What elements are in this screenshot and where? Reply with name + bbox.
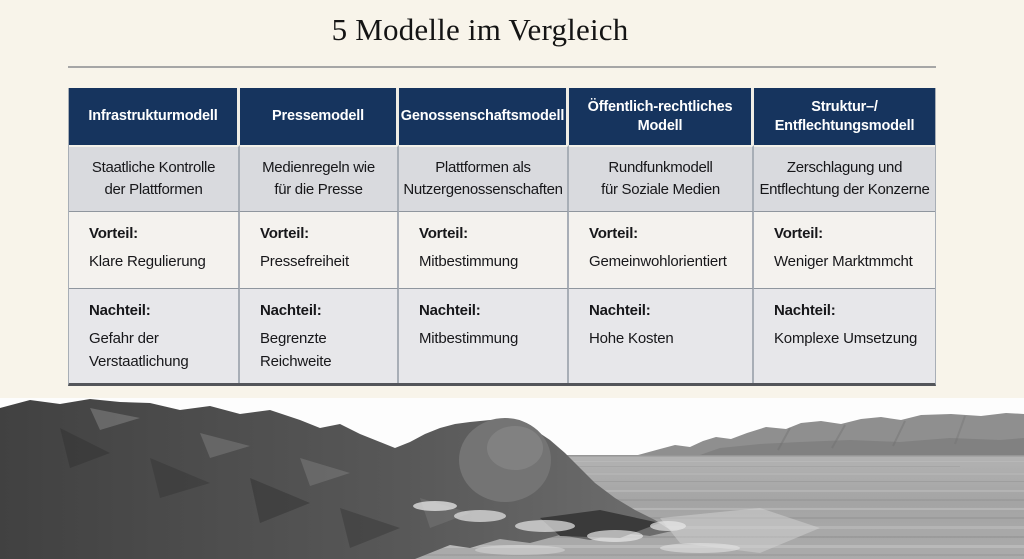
comparison-table: Infrastrukturmodell Pressemodell Genosse…: [68, 88, 936, 386]
disadvantage-text: Mitbestimmung: [419, 330, 519, 347]
description-cell: Rundfunkmodell für Soziale Medien: [569, 145, 754, 211]
description-cell: Zerschlagung und Entflechtung der Konzer…: [754, 145, 935, 211]
disadvantage-cell: Nachteil: Hohe Kosten: [569, 288, 754, 383]
advantage-label: Vorteil:: [589, 225, 638, 242]
advantage-label: Vorteil:: [89, 225, 138, 242]
surf-foam: [413, 501, 820, 555]
disadvantage-label: Nachteil:: [419, 302, 481, 319]
description-cell: Staatliche Kontrolle der Plattformen: [69, 145, 240, 211]
advantage-cell: Vorteil: Pressefreiheit: [240, 211, 399, 288]
rocky-cliff: [0, 399, 672, 559]
advantage-text: Klare Regulierung: [89, 253, 206, 270]
description-cell: Plattformen als Nutzergenossenschaften: [399, 145, 569, 211]
coastline-photo: [0, 398, 1024, 559]
disadvantage-cell: Nachteil: Begrenzte Reichweite: [240, 288, 399, 383]
page-title: 5 Modelle im Vergleich: [331, 12, 629, 47]
disadvantage-label: Nachteil:: [589, 302, 651, 319]
column-header-oeffentlich-rechtliches-modell: Öffentlich-rechtliches Modell: [569, 88, 754, 145]
column-header-genossenschaftsmodell: Genossenschaftsmodell: [399, 88, 569, 145]
advantage-cell: Vorteil: Klare Regulierung: [69, 211, 240, 288]
column-header-pressemodell: Pressemodell: [240, 88, 399, 145]
disadvantage-cell: Nachteil: Gefahr der Verstaatlichung: [69, 288, 240, 383]
disadvantage-cell: Nachteil: Komplexe Umsetzung: [754, 288, 935, 383]
disadvantage-label: Nachteil:: [260, 302, 322, 319]
disadvantage-label: Nachteil:: [774, 302, 836, 319]
advantage-cell: Vorteil: Mitbestimmung: [399, 211, 569, 288]
column-header-struktur-entflechtungsmodell: Struktur–/ Entflechtungsmodell: [754, 88, 935, 145]
advantage-text: Pressefreiheit: [260, 253, 349, 270]
disadvantage-text: Hohe Kosten: [589, 330, 674, 347]
advantage-text: Weniger Marktmmcht: [774, 253, 913, 270]
description-cell: Medienregeln wie für die Presse: [240, 145, 399, 211]
advantage-label: Vorteil:: [419, 225, 468, 242]
headland: [638, 413, 1024, 455]
advantage-cell: Vorteil: Weniger Marktmmcht: [754, 211, 935, 288]
advantage-cell: Vorteil: Gemeinwohlorientiert: [569, 211, 754, 288]
disadvantage-label: Nachteil:: [89, 302, 151, 319]
disadvantage-cell: Nachteil: Mitbestimmung: [399, 288, 569, 383]
column-header-infrastrukturmodell: Infrastrukturmodell: [69, 88, 240, 145]
advantage-text: Mitbestimmung: [419, 253, 519, 270]
advantage-text: Gemeinwohlorientiert: [589, 253, 727, 270]
advantage-label: Vorteil:: [774, 225, 823, 242]
advantage-label: Vorteil:: [260, 225, 309, 242]
disadvantage-text: Begrenzte Reichweite: [260, 330, 332, 370]
disadvantage-text: Gefahr der Verstaatlichung: [89, 330, 189, 370]
disadvantage-text: Komplexe Umsetzung: [774, 330, 918, 347]
title-divider: [68, 66, 936, 68]
